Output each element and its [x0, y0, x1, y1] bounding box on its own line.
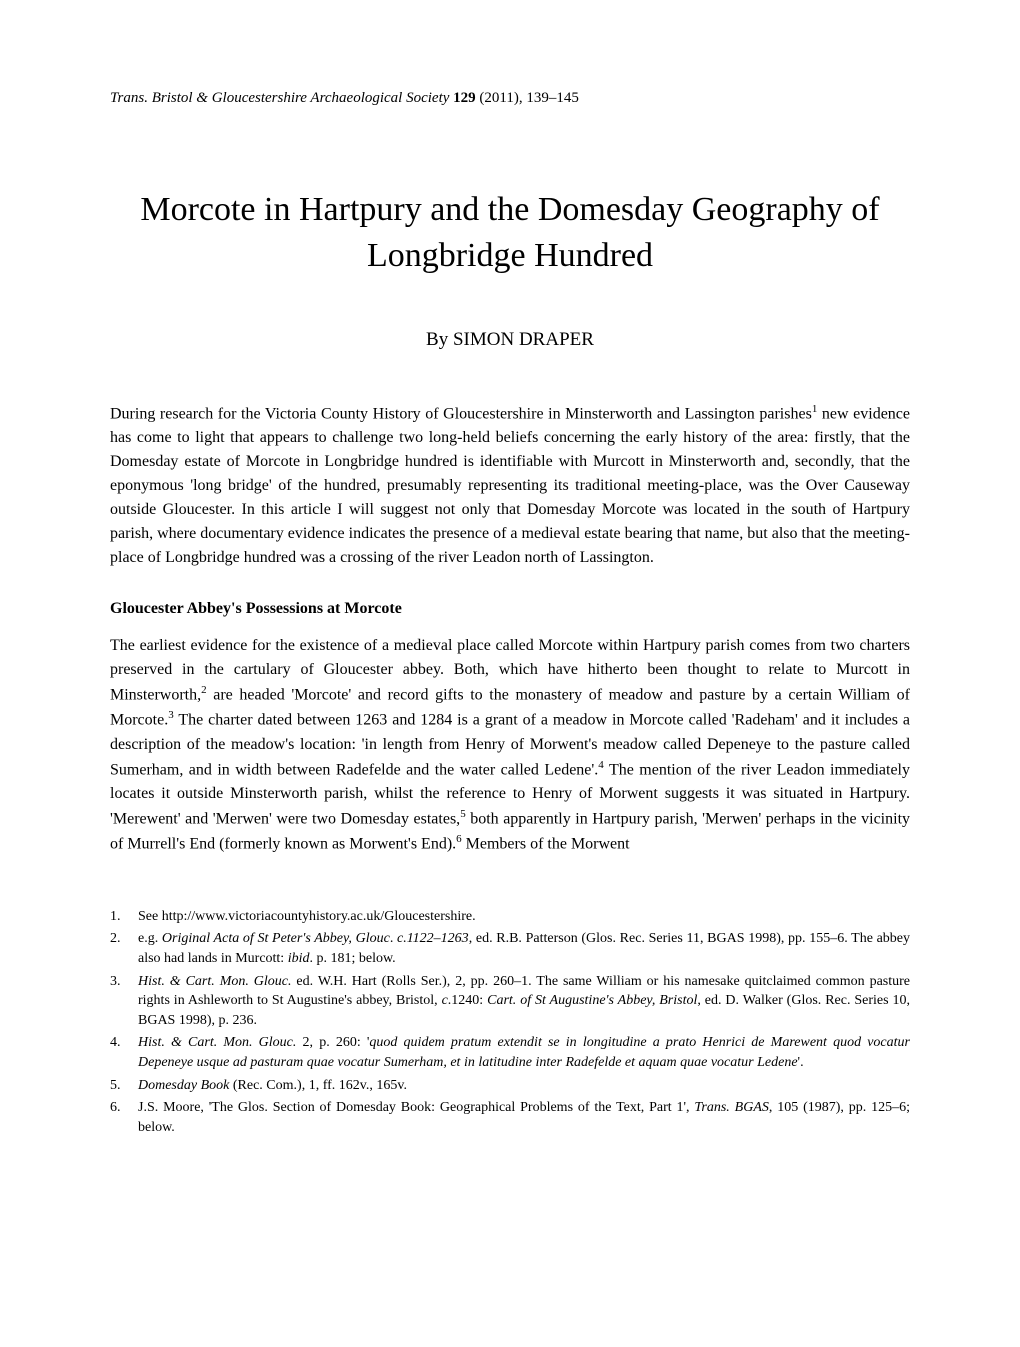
page-container: Trans. Bristol & Gloucestershire Archaeo…	[0, 0, 1020, 1220]
footnote-5: 5. Domesday Book (Rec. Com.), 1, ff. 162…	[110, 1076, 910, 1096]
article-title: Morcote in Hartpury and the Domesday Geo…	[110, 187, 910, 279]
author-prefix: By	[426, 329, 453, 350]
footnote-num: 2.	[110, 929, 138, 968]
body-text-f: Members of the Morwent	[462, 836, 630, 853]
author-line: By SIMON DRAPER	[110, 329, 910, 351]
footnote-text: See http://www.victoriacountyhistory.ac.…	[138, 907, 910, 927]
intro-text-b: new evidence has come to light that appe…	[110, 405, 910, 566]
footnotes-section: 1. See http://www.victoriacountyhistory.…	[110, 907, 910, 1138]
footnote-4: 4. Hist. & Cart. Mon. Glouc. 2, p. 260: …	[110, 1033, 910, 1072]
journal-name: Trans. Bristol & Gloucestershire Archaeo…	[110, 90, 449, 106]
footnote-2: 2. e.g. Original Acta of St Peter's Abbe…	[110, 929, 910, 968]
volume-number: 129	[453, 90, 476, 106]
footnote-num: 5.	[110, 1076, 138, 1096]
footnote-3: 3. Hist. & Cart. Mon. Glouc. ed. W.H. Ha…	[110, 972, 910, 1031]
footnote-num: 6.	[110, 1098, 138, 1137]
section-heading: Gloucester Abbey's Possessions at Morcot…	[110, 600, 910, 618]
footnote-text: J.S. Moore, 'The Glos. Section of Domesd…	[138, 1098, 910, 1137]
intro-paragraph: During research for the Victoria County …	[110, 401, 910, 570]
footnote-1: 1. See http://www.victoriacountyhistory.…	[110, 907, 910, 927]
author-name: SIMON DRAPER	[453, 329, 594, 350]
body-paragraph-1: The earliest evidence for the existence …	[110, 634, 910, 857]
footnote-num: 4.	[110, 1033, 138, 1072]
footnote-text: Hist. & Cart. Mon. Glouc. 2, p. 260: 'qu…	[138, 1033, 910, 1072]
intro-text-a: During research for the Victoria County …	[110, 405, 812, 422]
year-pages: (2011), 139–145	[479, 90, 578, 106]
header-citation: Trans. Bristol & Gloucestershire Archaeo…	[110, 90, 910, 107]
footnote-6: 6. J.S. Moore, 'The Glos. Section of Dom…	[110, 1098, 910, 1137]
footnote-text: Domesday Book (Rec. Com.), 1, ff. 162v.,…	[138, 1076, 910, 1096]
footnote-num: 3.	[110, 972, 138, 1031]
footnote-num: 1.	[110, 907, 138, 927]
footnote-text: Hist. & Cart. Mon. Glouc. ed. W.H. Hart …	[138, 972, 910, 1031]
footnote-text: e.g. Original Acta of St Peter's Abbey, …	[138, 929, 910, 968]
